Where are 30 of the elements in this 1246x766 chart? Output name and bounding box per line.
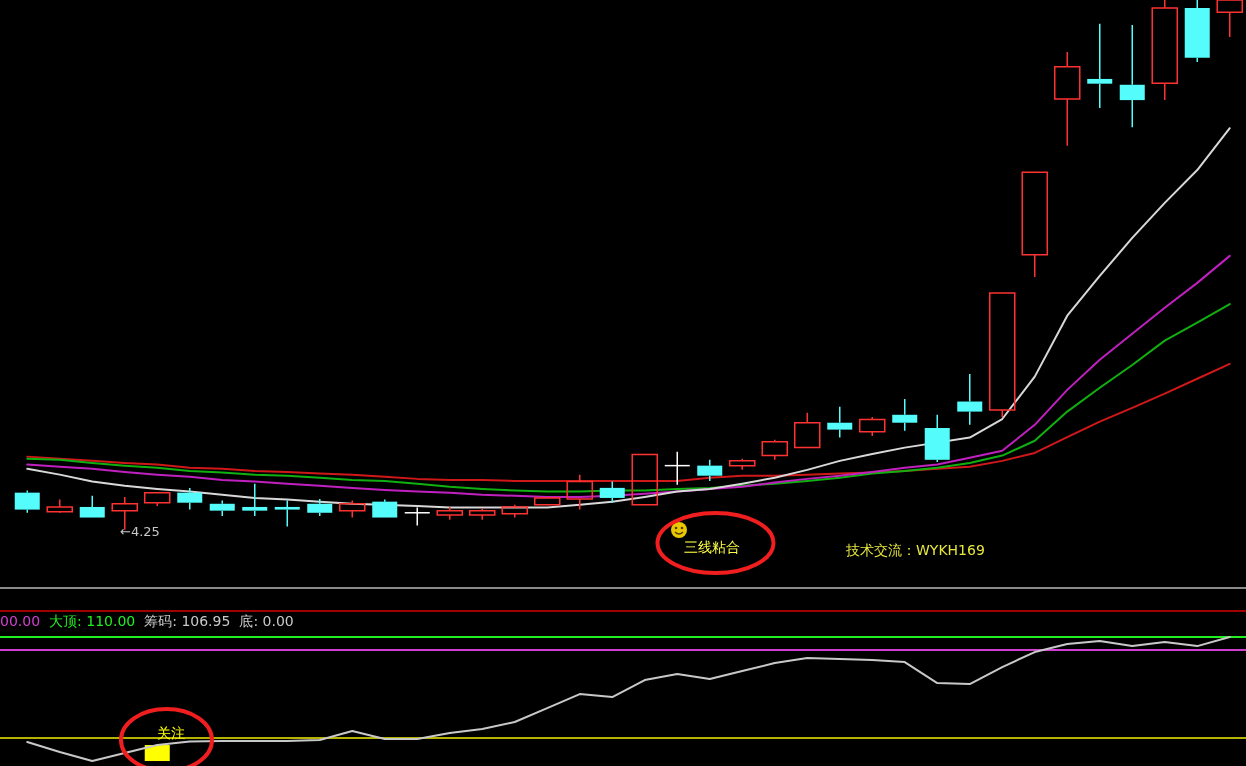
candlestick <box>631 453 659 506</box>
text: 00.00 <box>0 612 41 629</box>
text: 技术交流：WYKH169 <box>845 541 985 558</box>
candlestick <box>663 451 691 486</box>
candlestick <box>1216 0 1244 38</box>
text: 筹码: 106.95 <box>144 612 231 629</box>
annotation: ←4.25 <box>120 524 160 540</box>
candlestick <box>436 506 464 521</box>
candlestick <box>697 459 723 482</box>
candlestick <box>372 498 398 518</box>
candlestick <box>274 499 300 528</box>
candlestick <box>1053 51 1081 147</box>
candlestick <box>1021 171 1049 278</box>
candlestick <box>307 498 333 517</box>
text: 三线粘合 <box>684 538 740 555</box>
text: 底: 0.00 <box>239 612 294 629</box>
text: 大顶: 110.00 <box>49 612 136 629</box>
candlestick <box>761 438 789 461</box>
candlestick <box>403 506 431 527</box>
candlestick <box>533 497 561 506</box>
candlestick <box>566 473 594 511</box>
candlestick <box>1119 24 1145 128</box>
candlestick <box>177 487 203 511</box>
series-label: 关注 <box>157 724 186 741</box>
candlestick <box>242 482 268 517</box>
candlestick <box>827 406 853 439</box>
candlestick <box>1151 0 1179 101</box>
candlestick <box>957 373 983 426</box>
candlestick <box>1087 23 1113 109</box>
candlestick <box>892 398 918 432</box>
